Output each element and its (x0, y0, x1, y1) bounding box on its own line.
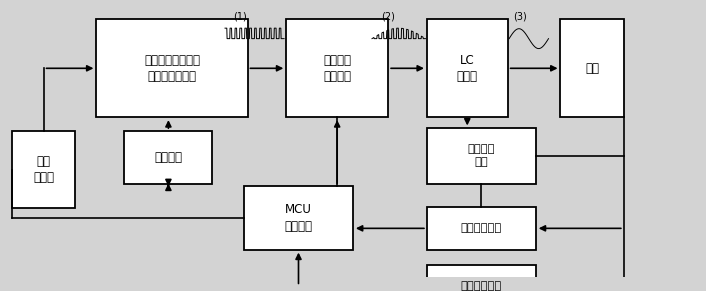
Bar (427, 207, 536, 250)
Bar (427, 128, 536, 184)
Bar (12, 131, 76, 208)
Text: MCU
控制电路: MCU 控制电路 (285, 203, 313, 233)
Text: 电网: 电网 (585, 62, 599, 75)
Text: 驱动电路: 驱动电路 (155, 151, 182, 164)
Bar (96, 19, 248, 117)
Text: 低频全桥
逆变电路: 低频全桥 逆变电路 (323, 54, 351, 83)
Text: 电流采样
电路: 电流采样 电路 (467, 145, 495, 167)
Text: (3): (3) (513, 11, 527, 21)
Text: (2): (2) (381, 11, 395, 21)
Bar (427, 19, 508, 117)
Bar (561, 19, 623, 117)
Text: LC
滤波器: LC 滤波器 (457, 54, 478, 83)
Text: 光伏
电池板: 光伏 电池板 (33, 155, 54, 184)
Text: 采用集成磁件的交
错反激变换电路: 采用集成磁件的交 错反激变换电路 (144, 54, 200, 83)
Text: 电压采样电路: 电压采样电路 (461, 223, 502, 233)
Text: 同步信号电路: 同步信号电路 (461, 281, 502, 291)
Bar (427, 265, 536, 291)
Text: (1): (1) (234, 11, 247, 21)
Bar (286, 19, 388, 117)
Bar (124, 131, 213, 184)
Bar (244, 186, 353, 250)
